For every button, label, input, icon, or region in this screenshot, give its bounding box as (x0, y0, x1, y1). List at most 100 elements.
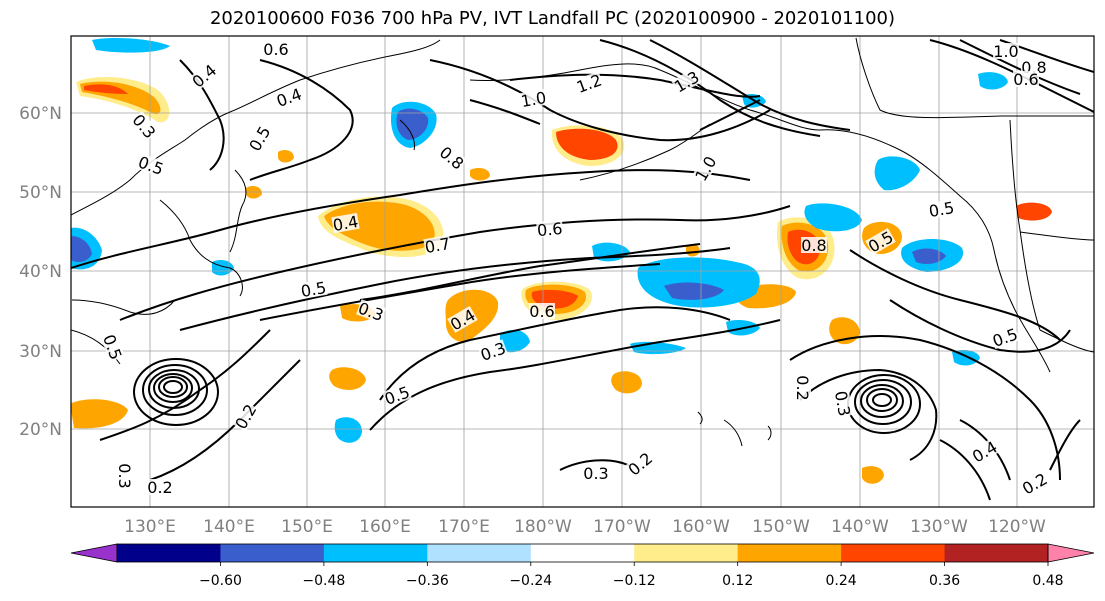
colorbar-bin (944, 544, 1049, 562)
svg-text:1.0: 1.0 (993, 42, 1018, 61)
contour-label: 0.5 (245, 123, 274, 155)
svg-text:0.6: 0.6 (1013, 70, 1038, 89)
svg-text:0.4: 0.4 (969, 437, 1001, 466)
contour-label: 0.4 (274, 84, 304, 111)
svg-text:0.5: 0.5 (99, 332, 126, 362)
chart-title: 2020100600 F036 700 hPa PV, IVT Landfall… (209, 8, 896, 29)
lon-tick-label: 140°W (831, 517, 889, 537)
positive-anomaly (556, 128, 618, 160)
colorbar-bin (117, 544, 221, 562)
colorbar-bin (737, 544, 842, 562)
lon-tick-label: 160°E (359, 517, 411, 537)
negative-anomaly (912, 248, 946, 264)
contour-label: 0.4 (189, 61, 221, 92)
contour-label: 0.6 (263, 40, 289, 59)
contour-label: 0.6 (536, 219, 564, 240)
svg-text:0.2: 0.2 (147, 478, 172, 497)
negative-anomaly (637, 257, 760, 308)
colorbar-extend-low (70, 543, 118, 563)
colorbar-bin (427, 544, 532, 562)
svg-text:1.0: 1.0 (519, 88, 547, 111)
svg-text:0.2: 0.2 (793, 375, 812, 400)
svg-text:0.5: 0.5 (245, 123, 274, 155)
colorbar-bin (323, 544, 428, 562)
negative-anomaly (978, 72, 1008, 90)
contour-label: 0.6 (1013, 70, 1039, 89)
contour-label: 0.2 (1019, 469, 1051, 498)
svg-text:1.0: 1.0 (691, 153, 720, 185)
colorbar-extend-high (1047, 543, 1095, 563)
lat-tick-label: 30°N (19, 342, 62, 362)
contour-label: 0.3 (831, 389, 854, 418)
contour-label: 0.2 (147, 478, 173, 497)
contour-label: 1.0 (691, 153, 720, 185)
svg-text:0.2: 0.2 (1019, 469, 1051, 498)
colorbar-tick-label: −0.24 (509, 573, 552, 589)
colorbar-bin (530, 544, 635, 562)
colorbar-tick-label: −0.12 (613, 573, 656, 589)
positive-anomaly (470, 168, 490, 181)
negative-anomaly (500, 329, 530, 353)
positive-anomaly (1016, 202, 1052, 221)
svg-text:0.2: 0.2 (625, 449, 657, 480)
contour-label: 0.7 (423, 234, 452, 257)
colorbar-tick-label: 0.24 (826, 573, 857, 589)
contour-label: 0.5 (990, 324, 1020, 351)
svg-text:0.6: 0.6 (536, 219, 563, 240)
lon-tick-label: 170°E (438, 517, 490, 537)
negative-anomaly (874, 156, 920, 191)
positive-anomaly (71, 399, 128, 429)
contour-label: 0.5 (382, 382, 412, 409)
contour-label: 0.8 (801, 236, 827, 255)
svg-text:0.4: 0.4 (331, 212, 359, 235)
svg-text:0.4: 0.4 (189, 61, 221, 92)
lon-tick-label: 180°W (514, 517, 572, 537)
svg-text:0.8: 0.8 (801, 236, 826, 255)
colorbar-tick-label: −0.48 (302, 573, 345, 589)
contour-label: 1.0 (519, 88, 548, 111)
svg-text:0.3: 0.3 (831, 389, 854, 417)
longitude-labels: 130°E 140°E 150°E 160°E 170°E 180°W 170°W 160°W… (124, 517, 1046, 537)
graticule (71, 36, 1094, 507)
lat-tick-label: 50°N (19, 183, 62, 203)
negative-anomaly (804, 203, 862, 232)
colorbar-tick-label: 0.36 (929, 573, 960, 589)
pv-max-east (847, 374, 921, 434)
lon-tick-label: 150°W (752, 517, 810, 537)
svg-text:0.3: 0.3 (115, 463, 134, 488)
svg-text:0.5: 0.5 (382, 382, 412, 409)
pv-max-west (133, 358, 219, 426)
svg-text:0.6: 0.6 (529, 302, 554, 321)
positive-anomaly (278, 150, 294, 163)
lon-tick-label: 130°E (124, 517, 176, 537)
svg-text:0.5: 0.5 (299, 278, 327, 301)
coastlines (71, 37, 1094, 447)
colorbar-ticks: −0.60 −0.48 −0.36 −0.24 −0.12 0.12 0.24 0.36 0.4… (199, 562, 1064, 589)
colorbar-bin (841, 544, 946, 562)
contour-label: 0.8 (436, 143, 468, 174)
lon-tick-label: 150°E (281, 517, 333, 537)
negative-anomaly (71, 236, 92, 262)
positive-anomaly (84, 84, 128, 94)
lon-tick-label: 130°W (910, 517, 968, 537)
svg-text:0.5: 0.5 (927, 198, 955, 221)
contour-label: 0.5 (299, 278, 328, 301)
contour-label: 0.3 (583, 464, 609, 483)
negative-anomaly (212, 260, 234, 276)
svg-text:0.6: 0.6 (263, 40, 288, 59)
contour-label: 0.5 (927, 198, 956, 221)
positive-anomaly (862, 466, 884, 484)
lon-tick-label: 170°W (593, 517, 651, 537)
contour-label: 0.5 (99, 332, 126, 362)
svg-text:0.5: 0.5 (990, 324, 1020, 351)
lat-tick-label: 20°N (19, 420, 62, 440)
svg-text:0.2: 0.2 (231, 401, 260, 433)
positive-anomaly (611, 371, 642, 394)
svg-text:0.8: 0.8 (436, 143, 468, 174)
lat-tick-label: 60°N (19, 104, 62, 124)
lat-tick-label: 40°N (19, 262, 62, 282)
contour-label: 1.0 (993, 42, 1019, 61)
contour-label: 0.2 (793, 375, 812, 401)
lon-tick-label: 120°W (988, 517, 1046, 537)
negative-anomaly (92, 38, 170, 53)
